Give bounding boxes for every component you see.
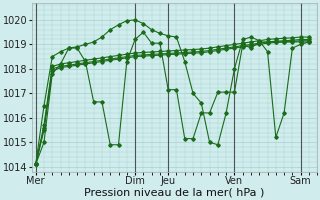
X-axis label: Pression niveau de la mer( hPa ): Pression niveau de la mer( hPa ): [84, 187, 265, 197]
